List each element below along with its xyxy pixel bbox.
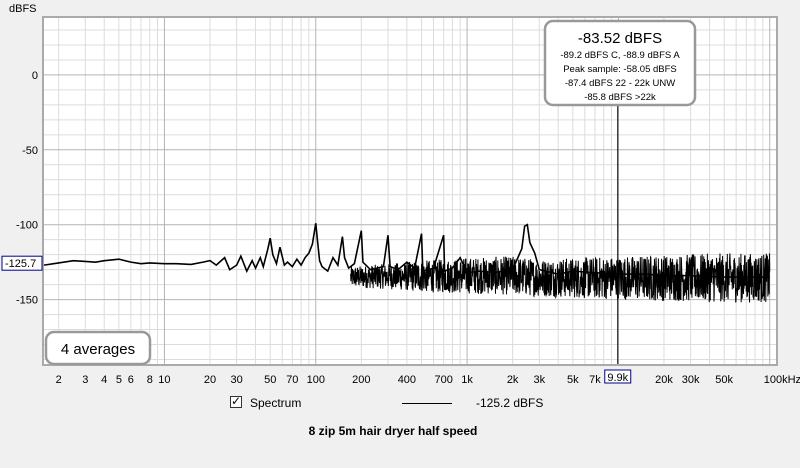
x-tick-label: 7k [589,374,601,386]
x-tick-label: 10 [158,374,170,386]
readout-line: -89.2 dBFS C, -88.9 dBFS A [560,50,680,61]
noise-layer [350,253,771,303]
cursor-marker-box[interactable]: 9.9k [604,369,632,384]
x-axis-tick-labels: 2 3 4 5 6 8 10 20 30 50 70 100 200 400 700 1k 2k 3k 5k 7k 20… [56,374,800,386]
x-tick-label: 4 [101,374,107,386]
x-tick-label: 30k [682,374,700,386]
x-tick-label: 30 [231,374,243,386]
y-marker-label: -125.7 [5,258,36,270]
x-tick-label: 20k [655,374,673,386]
legend-line-swatch [402,403,452,404]
y-marker-box[interactable]: -125.7 [1,255,43,271]
spectrum-checkbox[interactable] [230,394,242,408]
readout-line: Peak sample: -58.05 dBFS [563,64,677,75]
y-tick-label: -50 [22,145,38,157]
readout-box: -83.52 dBFS -89.2 dBFS C, -88.9 dBFS A P… [543,19,697,107]
x-tick-label: 3 [82,374,88,386]
cursor-frequency-label: 9.9k [607,372,628,384]
x-tick-label: 5 [116,374,122,386]
readout-line: -87.4 dBFS 22 - 22k UNW [565,78,675,89]
readout-main-value: -83.52 dBFS [578,30,662,47]
x-tick-label: 1k [461,374,473,386]
x-tick-label: 50 [264,374,276,386]
y-tick-label: 0 [32,70,38,82]
readout-line: -85.8 dBFS >22k [584,92,656,103]
chart-caption: 8 zip 5m hair dryer half speed [308,424,478,438]
x-tick-label: 700 [434,374,452,386]
averages-badge: 4 averages [44,330,152,366]
x-tick-label: 3k [533,374,545,386]
x-tick-label: 20 [204,374,216,386]
legend-series-name: Spectrum [250,396,302,410]
x-tick-label: 200 [352,374,370,386]
x-tick-label: 100 [307,374,325,386]
x-tick-label: 400 [398,374,416,386]
x-tick-label: 2k [507,374,519,386]
spectrum-trace [43,223,770,278]
y-axis-unit-label: dBFS [9,3,37,15]
spectrum-chart[interactable]: 0 -50 -100 -150 2 3 4 5 6 8 10 20 30 50 70 100 200 400 70… [0,0,800,392]
averages-badge-text: 4 averages [61,341,135,358]
y-tick-label: -100 [16,220,38,232]
y-tick-label: -150 [16,295,38,307]
spectrum-noise-band [350,253,771,303]
x-tick-label: 50k [715,374,733,386]
x-tick-label: 70 [286,374,298,386]
x-tick-label: 2 [56,374,62,386]
x-tick-label: 5k [567,374,579,386]
legend-series-value: -125.2 dBFS [476,396,544,410]
x-tick-label: 100kHz [764,374,800,386]
x-tick-label: 8 [147,374,153,386]
y-axis-tick-labels: 0 -50 -100 -150 [16,70,38,307]
x-tick-label: 6 [128,374,134,386]
